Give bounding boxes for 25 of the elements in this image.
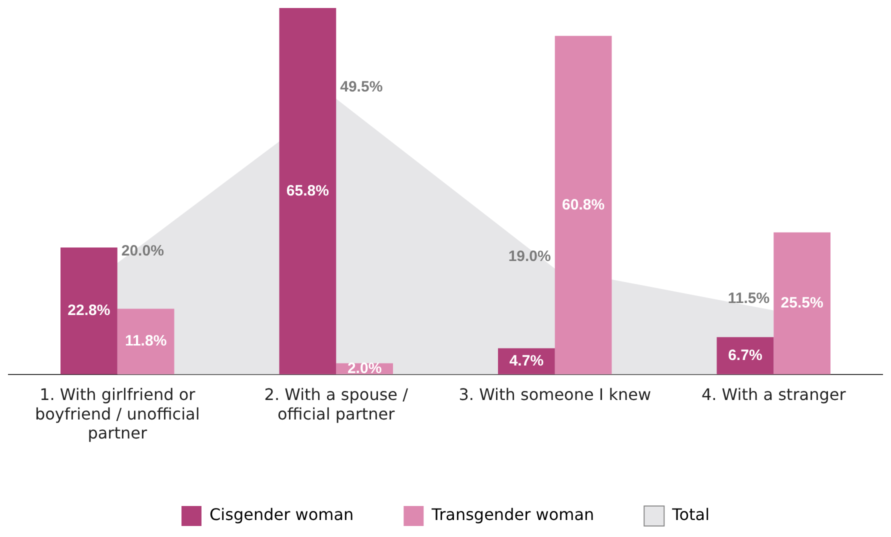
data-label: 49.5%: [340, 78, 383, 96]
data-label: 4.7%: [509, 352, 544, 370]
bar: [554, 36, 612, 374]
data-label: 19.0%: [508, 248, 551, 266]
data-label: 22.8%: [68, 302, 110, 320]
data-label: 25.5%: [780, 294, 824, 312]
bar: [60, 247, 118, 374]
legend-label: Transgender woman: [430, 505, 594, 524]
data-label: 6.7%: [728, 346, 762, 364]
data-label: 11.5%: [728, 290, 770, 308]
x-tick-label: 2. With a spouse / official partner: [264, 385, 409, 424]
bar: [774, 232, 830, 374]
data-label: 65.8%: [286, 182, 329, 200]
data-label: 11.8%: [124, 332, 167, 350]
legend-label: Total: [671, 505, 710, 524]
bar: [117, 308, 174, 374]
legend-label: Cisgender woman: [209, 505, 354, 524]
bar: [716, 337, 774, 374]
x-tick-label: 1. With girlfriend or boyfriend / unofficial partner: [34, 385, 200, 443]
data-label: 60.8%: [562, 196, 605, 214]
data-label: 20.0%: [121, 242, 164, 260]
data-label: 2.0%: [347, 360, 382, 377]
x-tick-label: 4. With a stranger: [701, 385, 846, 404]
x-tick-label: 3. With someone I knew: [458, 385, 652, 404]
bar: [279, 8, 336, 374]
